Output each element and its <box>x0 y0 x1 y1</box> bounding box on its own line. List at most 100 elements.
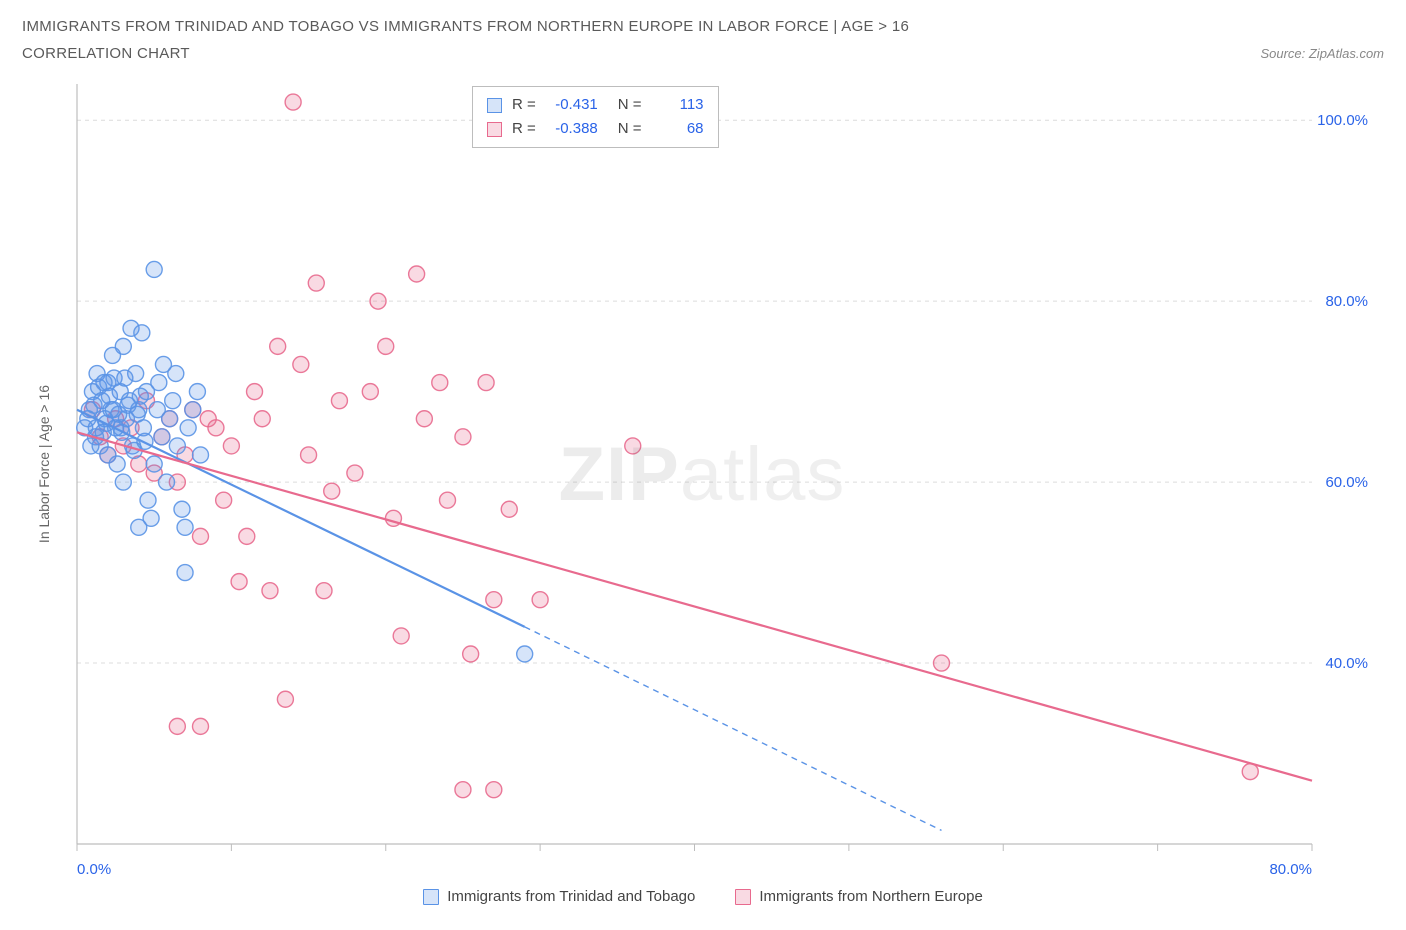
stat-n-label: N = <box>618 117 642 141</box>
data-point <box>193 447 209 463</box>
data-point <box>254 411 270 427</box>
data-point <box>105 402 121 418</box>
data-point <box>285 94 301 110</box>
data-point <box>134 325 150 341</box>
data-point <box>143 510 159 526</box>
data-point <box>247 384 263 400</box>
swatch-icon <box>735 889 751 905</box>
correlation-stats-box: R = -0.431 N = 113 R = -0.388 N = 68 <box>472 86 719 148</box>
header-row: CORRELATION CHART Source: ZipAtlas.com <box>22 45 1384 62</box>
stat-n-value: 113 <box>652 93 704 117</box>
data-point <box>185 402 201 418</box>
data-point <box>159 474 175 490</box>
swatch-icon <box>423 889 439 905</box>
data-point <box>83 438 99 454</box>
data-point <box>934 655 950 671</box>
data-point <box>455 782 471 798</box>
data-point <box>146 261 162 277</box>
data-point <box>262 583 278 599</box>
data-point <box>393 628 409 644</box>
legend-label: Immigrants from Trinidad and Tobago <box>447 888 695 905</box>
data-point <box>362 384 378 400</box>
source-attribution: Source: ZipAtlas.com <box>1260 46 1384 61</box>
svg-text:40.0%: 40.0% <box>1325 655 1368 672</box>
data-point <box>501 501 517 517</box>
data-point <box>115 338 131 354</box>
data-point <box>174 501 190 517</box>
data-point <box>270 338 286 354</box>
data-point <box>478 375 494 391</box>
data-point <box>117 370 133 386</box>
data-point <box>331 393 347 409</box>
data-point <box>132 388 148 404</box>
data-point <box>308 275 324 291</box>
data-point <box>177 565 193 581</box>
legend-item: Immigrants from Trinidad and Tobago <box>423 888 695 905</box>
data-point <box>216 492 232 508</box>
data-point <box>96 375 112 391</box>
data-point <box>189 384 205 400</box>
stat-n-label: N = <box>618 93 642 117</box>
chart-container: 40.0%60.0%80.0%100.0%0.0%80.0%In Labor F… <box>22 74 1382 884</box>
data-point <box>151 375 167 391</box>
data-point <box>625 438 641 454</box>
svg-text:In Labor Force | Age > 16: In Labor Force | Age > 16 <box>36 385 52 543</box>
data-point <box>440 492 456 508</box>
data-point <box>154 429 170 445</box>
trend-line <box>77 432 1312 780</box>
data-point <box>169 438 185 454</box>
stats-row: R = -0.388 N = 68 <box>487 117 704 141</box>
data-point <box>370 293 386 309</box>
data-point <box>193 718 209 734</box>
data-point <box>231 574 247 590</box>
data-point <box>409 266 425 282</box>
data-point <box>486 592 502 608</box>
data-point <box>162 411 178 427</box>
swatch-icon <box>487 98 502 113</box>
data-point <box>165 393 181 409</box>
chart-title: IMMIGRANTS FROM TRINIDAD AND TOBAGO VS I… <box>22 18 1384 35</box>
swatch-icon <box>487 122 502 137</box>
svg-text:100.0%: 100.0% <box>1317 112 1368 129</box>
stat-n-value: 68 <box>652 117 704 141</box>
data-point <box>463 646 479 662</box>
stat-r-label: R = <box>512 93 536 117</box>
svg-text:80.0%: 80.0% <box>1269 861 1312 878</box>
data-point <box>137 433 153 449</box>
data-point <box>146 456 162 472</box>
data-point <box>432 375 448 391</box>
data-point <box>347 465 363 481</box>
data-point <box>1242 764 1258 780</box>
data-point <box>293 356 309 372</box>
data-point <box>301 447 317 463</box>
stats-row: R = -0.431 N = 113 <box>487 93 704 117</box>
data-point <box>486 782 502 798</box>
data-point <box>129 406 145 422</box>
svg-text:0.0%: 0.0% <box>77 861 111 878</box>
stat-r-value: -0.431 <box>546 93 598 117</box>
svg-text:60.0%: 60.0% <box>1325 474 1368 491</box>
stat-r-value: -0.388 <box>546 117 598 141</box>
data-point <box>455 429 471 445</box>
legend-label: Immigrants from Northern Europe <box>759 888 982 905</box>
scatter-chart: 40.0%60.0%80.0%100.0%0.0%80.0%In Labor F… <box>22 74 1382 884</box>
data-point <box>316 583 332 599</box>
data-point <box>168 366 184 382</box>
data-point <box>223 438 239 454</box>
data-point <box>239 528 255 544</box>
data-point <box>277 691 293 707</box>
stat-r-label: R = <box>512 117 536 141</box>
data-point <box>180 420 196 436</box>
data-point <box>378 338 394 354</box>
data-point <box>517 646 533 662</box>
data-point <box>416 411 432 427</box>
data-point <box>324 483 340 499</box>
legend: Immigrants from Trinidad and Tobago Immig… <box>22 888 1384 905</box>
legend-item: Immigrants from Northern Europe <box>735 888 982 905</box>
data-point <box>115 474 131 490</box>
data-point <box>532 592 548 608</box>
data-point <box>177 519 193 535</box>
data-point <box>169 718 185 734</box>
data-point <box>140 492 156 508</box>
data-point <box>208 420 224 436</box>
